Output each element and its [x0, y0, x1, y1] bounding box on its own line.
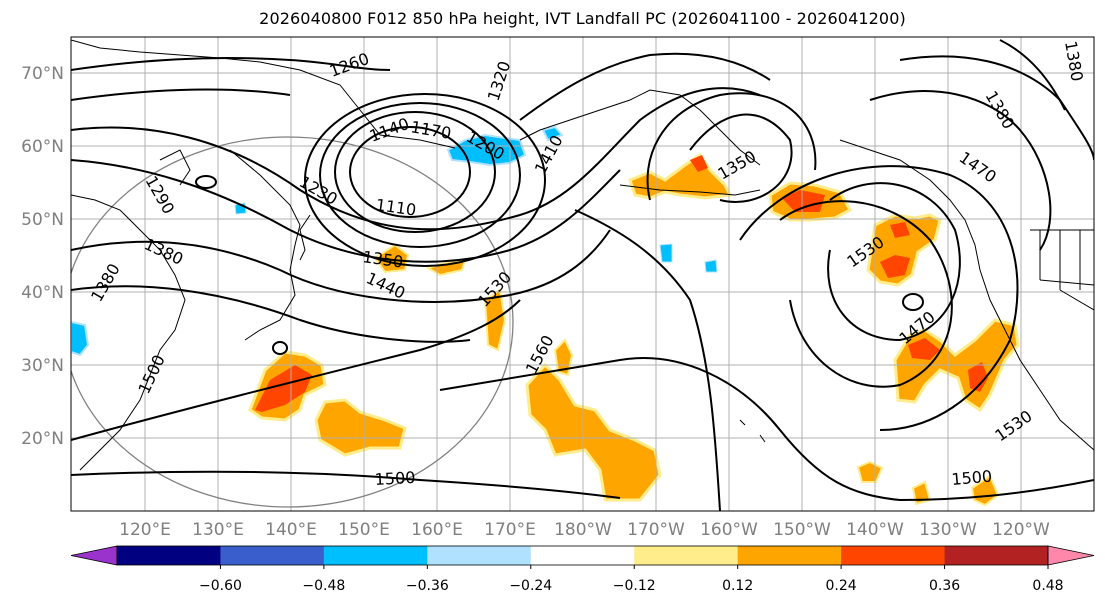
colorbar-tick-label: −0.36 [406, 578, 449, 594]
lon-label: 150°W [773, 520, 831, 540]
colorbar-tick-label: −0.24 [509, 578, 552, 594]
lat-label: 70°N [21, 64, 64, 84]
ivt-negative-shading [71, 125, 718, 357]
colorbar-segment [323, 546, 428, 565]
colorbar-tick-label: 0.48 [1032, 578, 1063, 594]
longitude-labels: 120°E 130°E 140°E 150°E 160°E 170°E 180°… [119, 520, 1050, 540]
colorbar-segment [634, 546, 739, 565]
colorbar-extend-low [70, 545, 118, 566]
colorbar-extend-high [1047, 545, 1095, 566]
colorbar-tick-label: 0.24 [826, 578, 857, 594]
lon-label: 140°E [265, 520, 317, 540]
colorbar-tick-label: −0.12 [613, 578, 656, 594]
lon-label: 180°W [554, 520, 612, 540]
colorbar-tick-label: −0.60 [199, 578, 242, 594]
colorbar-segment [427, 546, 532, 565]
colorbar-segment [841, 546, 946, 565]
colorbar-segment [944, 546, 1049, 565]
lon-label: 170°E [484, 520, 536, 540]
range-circle [71, 136, 514, 508]
colorbar-segment [530, 546, 635, 565]
contour-label: 1500 [951, 467, 993, 489]
lon-label: 160°W [700, 520, 758, 540]
colorbar-tick-label: −0.48 [302, 578, 345, 594]
lon-label: 120°E [119, 520, 171, 540]
lon-label: 130°W [919, 520, 977, 540]
height-contours [71, 39, 1094, 511]
colorbar-segment [737, 546, 842, 565]
lon-label: 120°W [992, 520, 1050, 540]
lat-label: 50°N [21, 210, 64, 230]
map-border [70, 36, 1095, 512]
lon-label: 170°W [627, 520, 685, 540]
contour-label: 1500 [374, 468, 416, 489]
lon-label: 140°W [846, 520, 904, 540]
colorbar: −0.60 −0.48 −0.36 −0.24 −0.12 0.12 0.24 0.36 0.4… [70, 545, 1095, 594]
lat-label: 30°N [21, 356, 64, 376]
lat-label: 20°N [21, 429, 64, 449]
map-title: 2026040800 F012 850 hPa height, IVT Land… [259, 9, 906, 28]
lon-label: 150°E [338, 520, 390, 540]
coastlines [71, 39, 1094, 471]
lat-label: 40°N [21, 283, 64, 303]
colorbar-segment [220, 546, 325, 565]
ivt-positive-shading [248, 152, 1020, 507]
colorbar-tick-label: 0.36 [929, 578, 960, 594]
colorbar-tick-label: 0.12 [722, 578, 753, 594]
lon-label: 160°E [411, 520, 463, 540]
latitude-labels: 70°N 60°N 50°N 40°N 30°N 20°N [21, 64, 64, 449]
graticule [71, 37, 1094, 511]
colorbar-outline [116, 545, 1049, 566]
lon-label: 130°E [192, 520, 244, 540]
colorbar-segment [117, 546, 221, 565]
lat-label: 60°N [21, 137, 64, 157]
